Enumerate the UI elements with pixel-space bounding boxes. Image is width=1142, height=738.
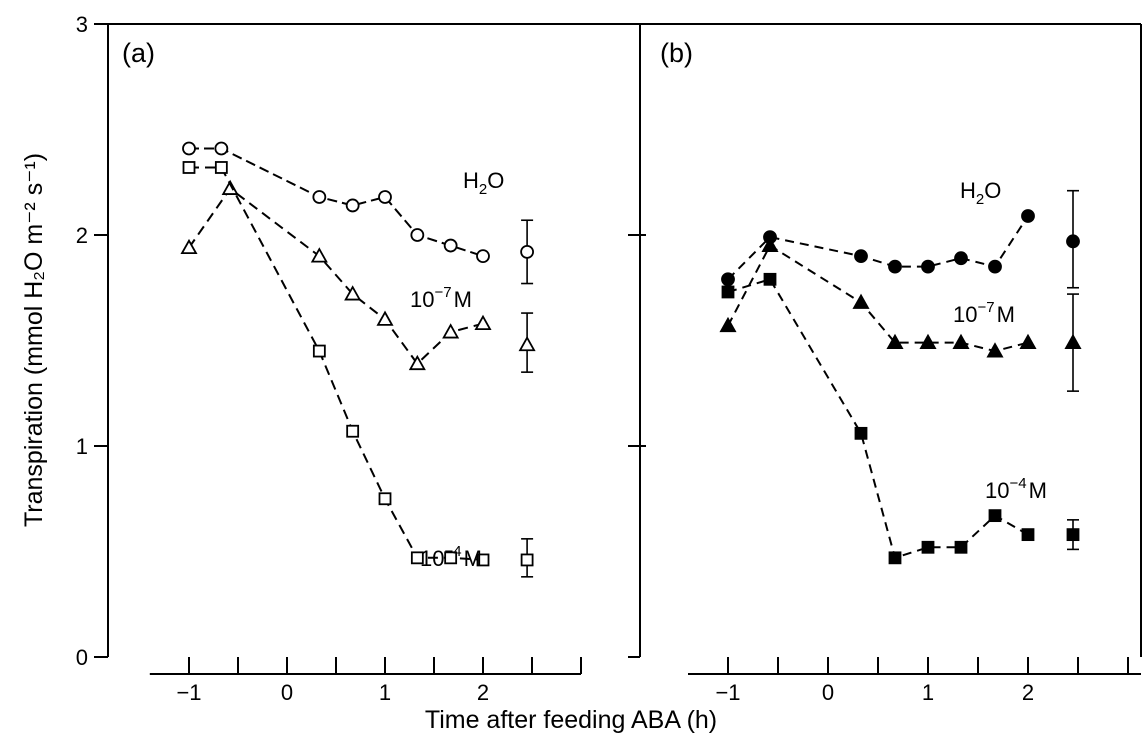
- triangle-marker: [1064, 333, 1082, 350]
- triangle-marker: [952, 333, 970, 350]
- error-bar: [520, 538, 534, 578]
- triangle-marker: [442, 323, 460, 339]
- circle-marker: [378, 190, 392, 204]
- square-marker: [476, 553, 490, 567]
- circle-marker: [443, 238, 458, 253]
- square-marker: [378, 492, 392, 506]
- series-0-1: [180, 179, 536, 373]
- circle-marker: [988, 259, 1002, 274]
- square-marker: [988, 509, 1002, 523]
- panel-label-a: (a): [122, 38, 155, 68]
- square-marker: [1066, 528, 1080, 542]
- triangle-marker: [1019, 333, 1037, 350]
- triangle-marker: [310, 247, 328, 263]
- series-line: [727, 215, 1029, 281]
- circle-marker: [921, 259, 935, 274]
- y-axis-title: Transpiration (mmol H₂O m⁻² s⁻¹): [20, 153, 48, 527]
- panel-label-b: (b): [660, 38, 693, 68]
- circle-marker: [312, 190, 327, 204]
- square-marker: [312, 344, 326, 358]
- series-line: [727, 278, 1029, 560]
- square-marker: [520, 553, 534, 567]
- circle-marker: [721, 272, 735, 287]
- circle-marker: [520, 244, 534, 259]
- triangle-marker: [376, 310, 394, 326]
- series-label: 10−7M: [410, 284, 472, 312]
- axes-layer: [94, 23, 1142, 675]
- circle-marker: [476, 249, 490, 264]
- square-marker: [182, 161, 196, 174]
- series-0-0: [182, 141, 534, 285]
- square-marker: [921, 540, 935, 554]
- x-tick-label: −1: [715, 680, 740, 705]
- x-tick-label: 1: [922, 680, 934, 705]
- triangle-marker: [719, 316, 737, 333]
- y-tick-label: 0: [76, 645, 88, 670]
- triangle-marker: [852, 293, 870, 309]
- series-label: 10−4M: [985, 475, 1047, 503]
- square-marker: [763, 272, 777, 286]
- triangle-marker: [344, 285, 362, 301]
- triangle-marker: [886, 333, 904, 350]
- series-label: 10−7M: [953, 299, 1015, 327]
- square-marker: [214, 161, 228, 174]
- triangle-marker: [986, 342, 1004, 358]
- square-marker: [444, 551, 458, 565]
- triangle-marker: [761, 236, 779, 252]
- error-bar: [518, 312, 536, 373]
- circle-marker: [954, 251, 968, 266]
- circle-marker: [410, 228, 425, 242]
- series-label: 10−4M: [420, 543, 482, 571]
- triangle-marker: [221, 179, 239, 195]
- series-0-2: [182, 161, 534, 578]
- series-line: [189, 166, 484, 561]
- square-marker: [1021, 528, 1035, 542]
- series-label: H2O: [463, 168, 504, 198]
- series-label: H2O: [960, 178, 1001, 208]
- series-layer: [180, 141, 1082, 578]
- circle-marker: [214, 141, 229, 156]
- square-marker: [954, 540, 968, 554]
- triangle-marker: [919, 333, 937, 350]
- series-line: [189, 147, 484, 258]
- circle-marker: [182, 141, 196, 156]
- series-line: [727, 244, 1029, 353]
- x-tick-label: −1: [176, 680, 201, 705]
- triangle-marker: [408, 354, 426, 371]
- y-tick-label: 1: [76, 434, 88, 459]
- series-1-2: [721, 272, 1080, 565]
- triangle-marker: [474, 314, 492, 331]
- triangle-marker: [180, 238, 198, 255]
- circle-marker: [345, 198, 360, 213]
- x-tick-label: 2: [1022, 680, 1034, 705]
- y-tick-label: 3: [76, 12, 88, 37]
- circle-marker: [1066, 234, 1080, 249]
- circle-marker: [1021, 209, 1035, 223]
- triangle-marker: [518, 335, 536, 352]
- error-bar: [1066, 519, 1080, 551]
- square-marker: [854, 426, 868, 440]
- square-marker: [346, 424, 360, 438]
- x-tick-label: 1: [379, 680, 391, 705]
- error-bar: [1066, 189, 1080, 289]
- square-marker: [721, 285, 735, 299]
- x-axis-title: Time after feeding ABA (h): [425, 706, 717, 734]
- circle-marker: [854, 249, 868, 264]
- series-1-1: [719, 236, 1082, 392]
- x-tick-label: 0: [281, 680, 293, 705]
- text-layer: Transpiration (mmol H₂O m⁻² s⁻¹) Time af…: [20, 12, 1047, 734]
- y-tick-label: 2: [76, 223, 88, 248]
- square-marker: [410, 551, 424, 565]
- error-bar: [1064, 293, 1082, 392]
- circle-marker: [888, 259, 902, 274]
- error-bar: [520, 219, 534, 285]
- series-line: [188, 187, 484, 366]
- square-marker: [888, 551, 902, 565]
- x-tick-label: 0: [822, 680, 834, 705]
- x-tick-label: 2: [477, 680, 489, 705]
